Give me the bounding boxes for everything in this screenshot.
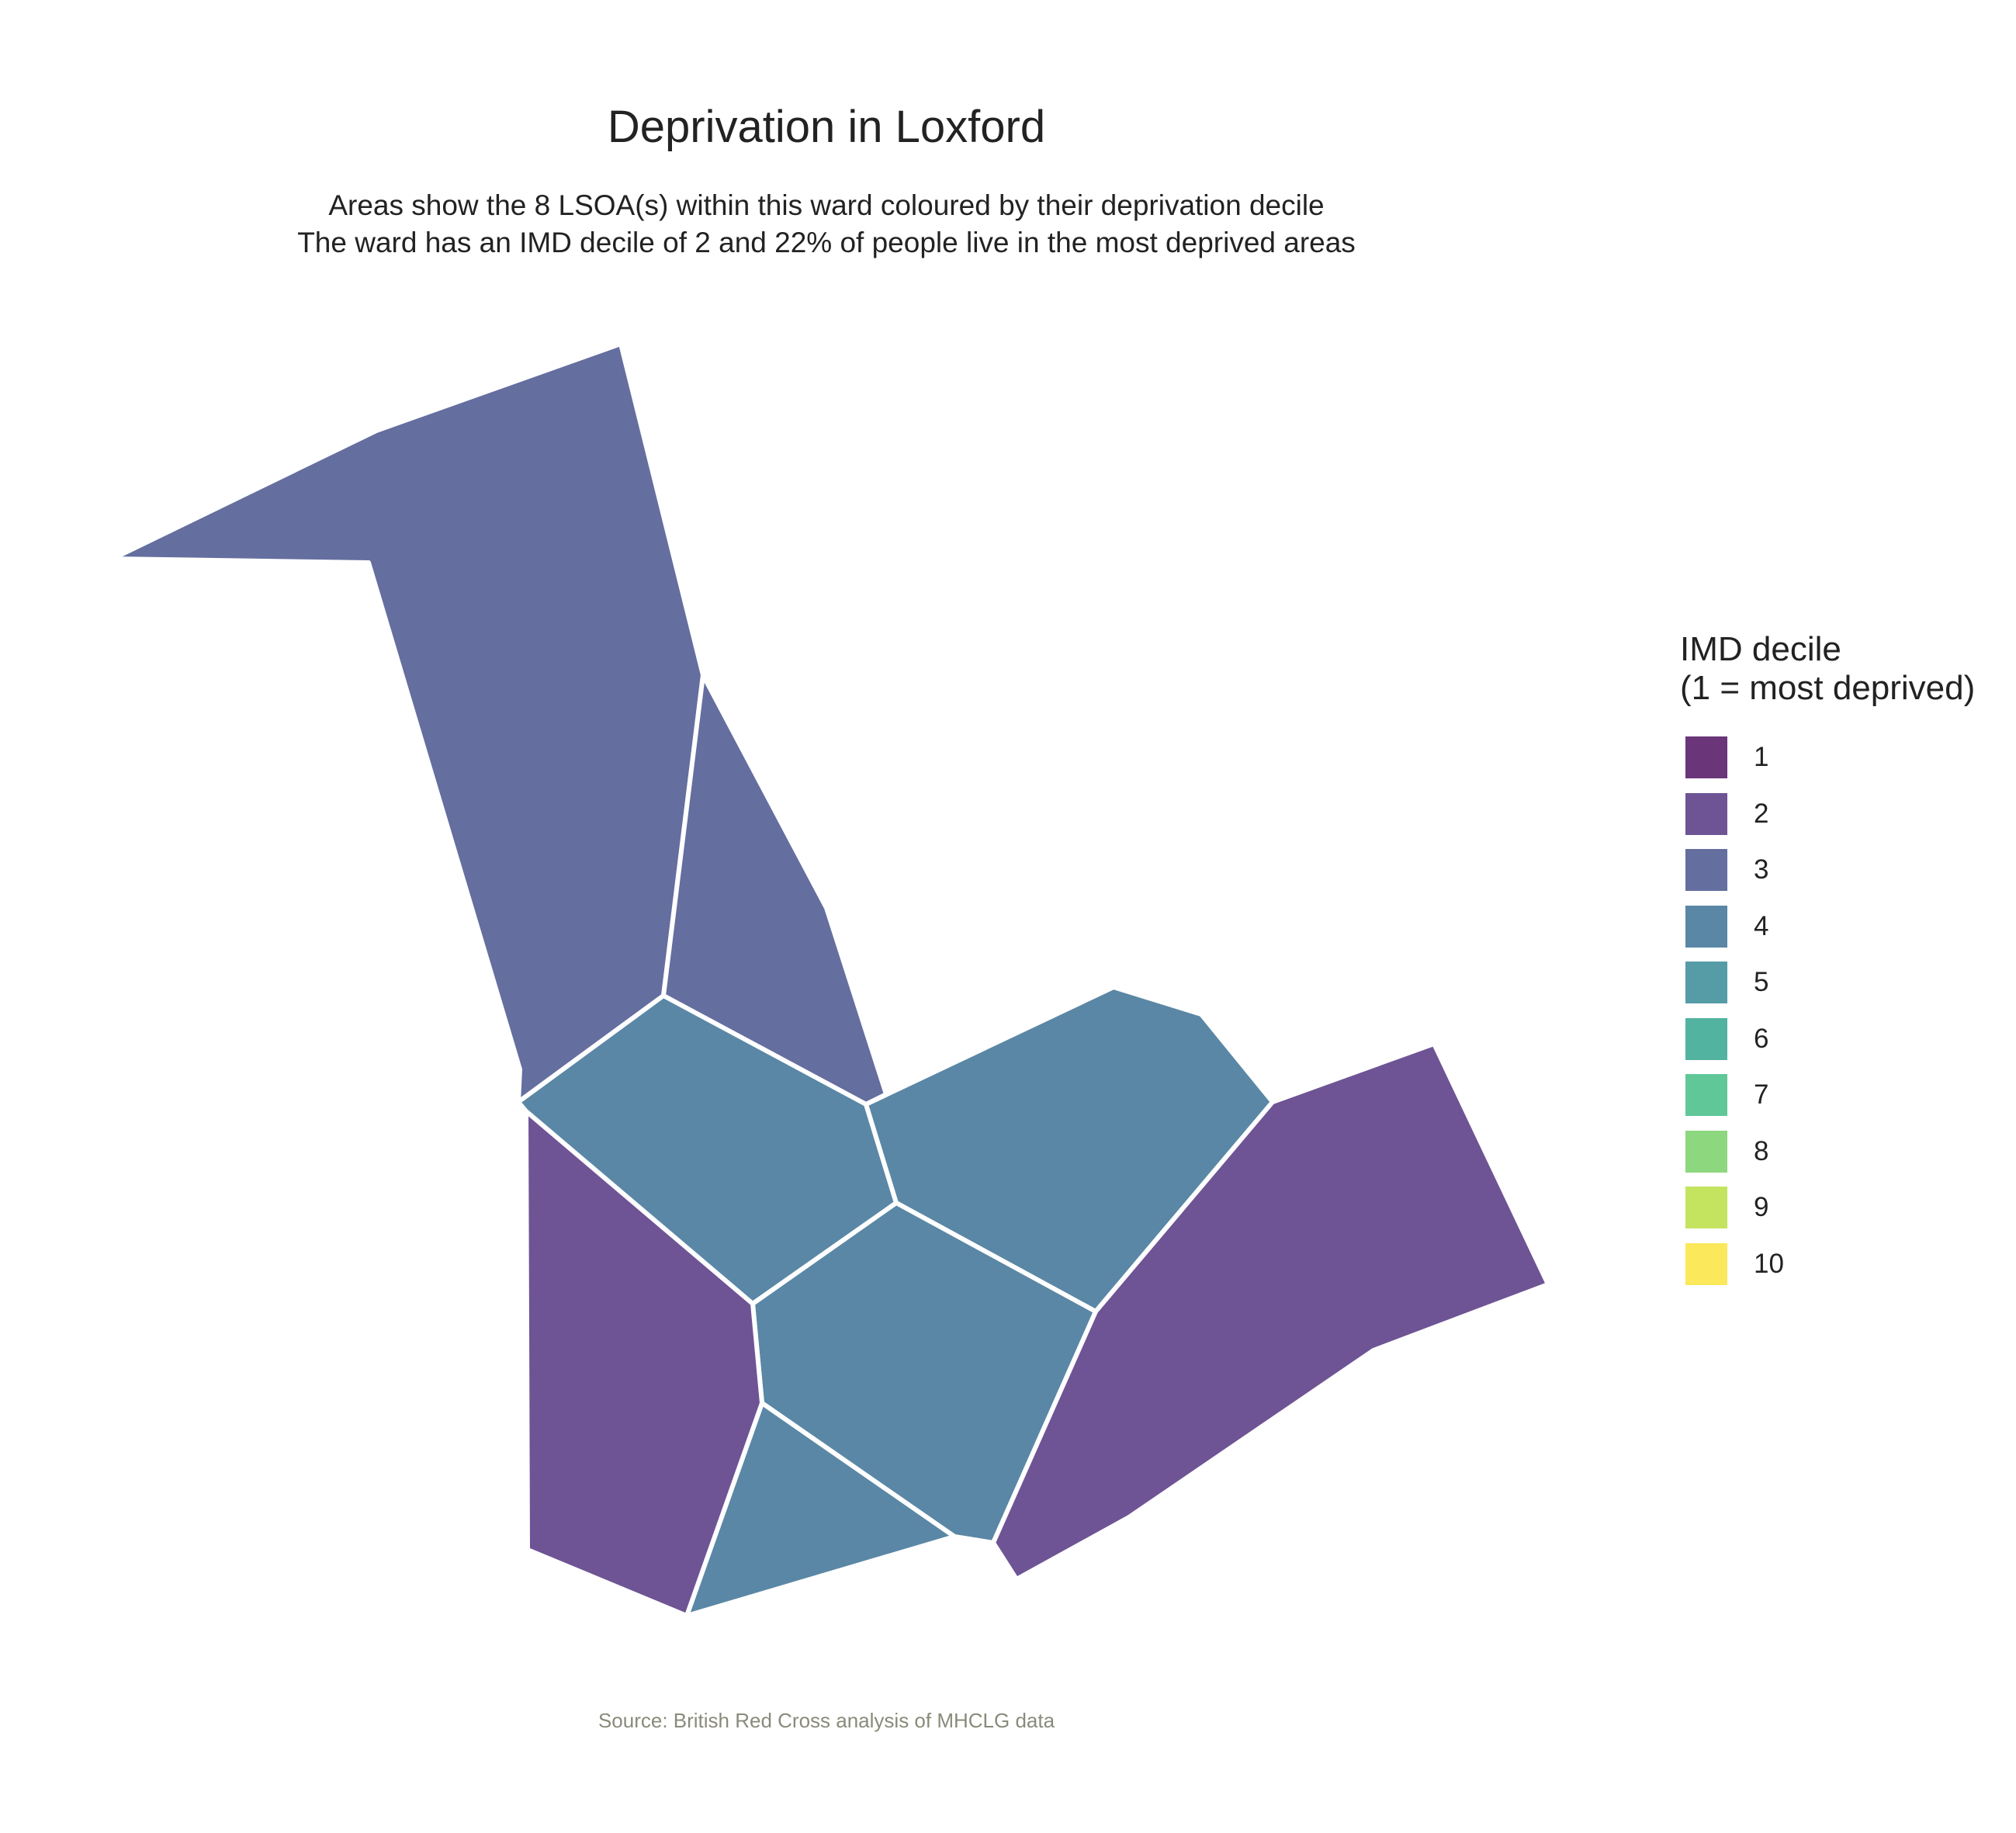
legend-label: 9 [1754,1192,1769,1222]
legend-swatch [1685,905,1727,948]
legend-label: 5 [1754,967,1769,997]
legend-swatch [1685,1074,1727,1116]
legend-item-8: 8 [1685,1130,1768,1173]
legend-swatch [1685,962,1727,1003]
lsoa-south-east [991,1041,1550,1582]
legend-label: 1 [1754,742,1769,772]
lsoa-north-west [110,341,705,1104]
legend-item-7: 7 [1685,1073,1768,1117]
legend-label: 7 [1754,1079,1769,1110]
legend-title-line-2: (1 = most deprived) [1680,669,1976,707]
legend-label: 4 [1754,910,1769,941]
map-subtitle-line-1: Areas show the 8 LSOA(s) within this war… [328,189,1325,221]
legend-swatch [1685,1187,1727,1228]
legend-swatch [1685,1242,1727,1285]
legend-item-4: 4 [1685,905,1768,948]
legend-label: 8 [1754,1135,1769,1166]
legend-swatch [1685,792,1727,835]
legend-item-10: 10 [1685,1242,1784,1286]
legend-swatch [1685,1017,1727,1060]
legend-item-2: 2 [1685,792,1768,836]
legend-item-1: 1 [1685,736,1768,779]
legend-title-line-1: IMD decile [1680,630,1841,668]
source-caption: Source: British Red Cross analysis of MH… [598,1709,1055,1732]
lsoa-south-west [524,1109,764,1618]
legend-swatch [1685,849,1727,891]
legend-label: 6 [1754,1023,1769,1054]
legend-item-6: 6 [1685,1017,1768,1061]
map-subtitle-line-2: The ward has an IMD decile of 2 and 22% … [297,227,1356,258]
map-title: Deprivation in Loxford [607,102,1046,152]
legend-label: 2 [1754,798,1769,829]
legend-item-9: 9 [1685,1186,1768,1229]
legend-swatch [1685,736,1727,778]
legend-label: 10 [1754,1248,1784,1279]
legend-item-3: 3 [1685,848,1768,892]
legend-label: 3 [1754,854,1769,885]
legend-item-5: 5 [1685,961,1768,1004]
legend-swatch [1685,1130,1727,1173]
